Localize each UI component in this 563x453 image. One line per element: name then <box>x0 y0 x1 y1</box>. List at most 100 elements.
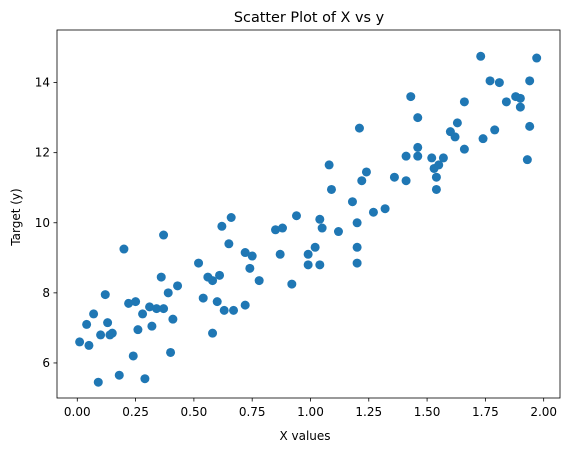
x-axis-label: X values <box>279 429 330 443</box>
data-point-75 <box>413 151 423 161</box>
data-point-22 <box>156 272 166 282</box>
data-point-67 <box>368 207 378 217</box>
data-point-91 <box>494 78 504 88</box>
data-point-18 <box>140 374 150 384</box>
chart-title: Scatter Plot of X vs y <box>234 10 385 26</box>
data-point-27 <box>168 314 178 324</box>
data-point-12 <box>119 244 129 254</box>
data-point-41 <box>240 248 250 258</box>
data-point-79 <box>431 184 441 194</box>
data-point-4 <box>89 309 99 319</box>
data-point-76 <box>427 153 437 163</box>
data-point-30 <box>198 293 208 303</box>
data-point-29 <box>194 258 204 268</box>
data-point-70 <box>401 151 411 161</box>
data-point-43 <box>245 263 255 273</box>
data-point-50 <box>291 211 301 221</box>
data-point-58 <box>326 184 336 194</box>
y-tick-label: 14 <box>35 76 50 90</box>
data-point-84 <box>452 118 462 128</box>
data-point-65 <box>357 176 367 186</box>
data-point-74 <box>413 142 423 152</box>
data-point-56 <box>317 223 327 233</box>
data-point-86 <box>459 144 469 154</box>
data-point-15 <box>131 297 141 307</box>
data-point-37 <box>219 305 229 315</box>
data-point-7 <box>100 290 110 300</box>
data-point-46 <box>271 225 280 235</box>
data-point-80 <box>434 160 444 170</box>
data-point-33 <box>208 276 218 286</box>
data-point-35 <box>215 270 225 280</box>
data-point-66 <box>361 167 371 177</box>
y-tick-label: 12 <box>35 146 50 160</box>
data-point-59 <box>333 227 343 237</box>
x-tick-label: 0.00 <box>64 405 91 419</box>
y-axis: 6 8 10 12 14 <box>35 76 57 370</box>
data-point-62 <box>352 242 362 252</box>
data-point-11 <box>114 370 124 380</box>
data-point-48 <box>278 223 287 233</box>
data-point-5 <box>93 377 103 387</box>
data-point-3 <box>84 340 94 350</box>
y-tick-label: 8 <box>42 286 50 300</box>
data-point-38 <box>224 239 234 249</box>
data-point-26 <box>166 347 176 357</box>
data-point-97 <box>525 76 535 86</box>
x-tick-label: 1.00 <box>297 405 324 419</box>
x-tick-label: 0.25 <box>122 405 149 419</box>
data-point-71 <box>401 176 411 186</box>
data-point-55 <box>315 260 325 270</box>
data-point-17 <box>138 309 148 319</box>
data-point-36 <box>217 221 227 231</box>
data-point-10 <box>107 328 117 338</box>
data-point-39 <box>226 213 236 222</box>
data-point-54 <box>315 214 325 224</box>
x-tick-label: 2.00 <box>530 405 557 419</box>
data-point-88 <box>478 134 488 144</box>
y-tick-label: 6 <box>42 356 50 370</box>
data-point-2 <box>82 319 92 329</box>
data-point-99 <box>532 53 542 63</box>
data-point-92 <box>501 97 511 107</box>
data-point-52 <box>303 260 313 270</box>
y-axis-label: Target (y) <box>9 188 23 246</box>
data-point-78 <box>431 172 441 182</box>
data-point-98 <box>525 121 535 131</box>
data-point-24 <box>159 230 169 240</box>
data-point-28 <box>173 281 183 291</box>
data-point-45 <box>254 276 264 286</box>
data-point-96 <box>522 155 532 165</box>
data-point-72 <box>406 92 416 102</box>
data-point-63 <box>352 218 362 228</box>
data-point-19 <box>145 302 155 312</box>
data-point-1 <box>75 337 85 347</box>
data-point-23 <box>159 304 169 314</box>
data-point-44 <box>247 251 257 261</box>
data-point-34 <box>212 297 222 307</box>
x-tick-label: 0.75 <box>239 405 266 419</box>
x-tick-label: 1.50 <box>414 405 441 419</box>
data-point-64 <box>354 123 364 133</box>
data-point-94 <box>515 93 525 103</box>
data-point-81 <box>438 153 448 163</box>
data-point-51 <box>303 249 313 259</box>
data-point-53 <box>310 242 320 252</box>
data-point-32 <box>208 328 218 338</box>
data-point-20 <box>147 321 157 331</box>
x-tick-label: 1.25 <box>355 405 382 419</box>
x-tick-label: 0.50 <box>181 405 208 419</box>
data-point-47 <box>275 249 285 259</box>
data-point-85 <box>459 97 469 107</box>
data-point-42 <box>240 300 250 310</box>
data-point-60 <box>347 197 357 207</box>
data-point-83 <box>450 132 460 142</box>
data-point-40 <box>229 305 239 315</box>
points-layer <box>75 51 542 387</box>
data-point-16 <box>133 325 143 335</box>
data-point-21 <box>152 304 162 314</box>
data-point-6 <box>96 330 106 340</box>
data-point-49 <box>287 279 297 289</box>
data-point-25 <box>163 288 173 298</box>
